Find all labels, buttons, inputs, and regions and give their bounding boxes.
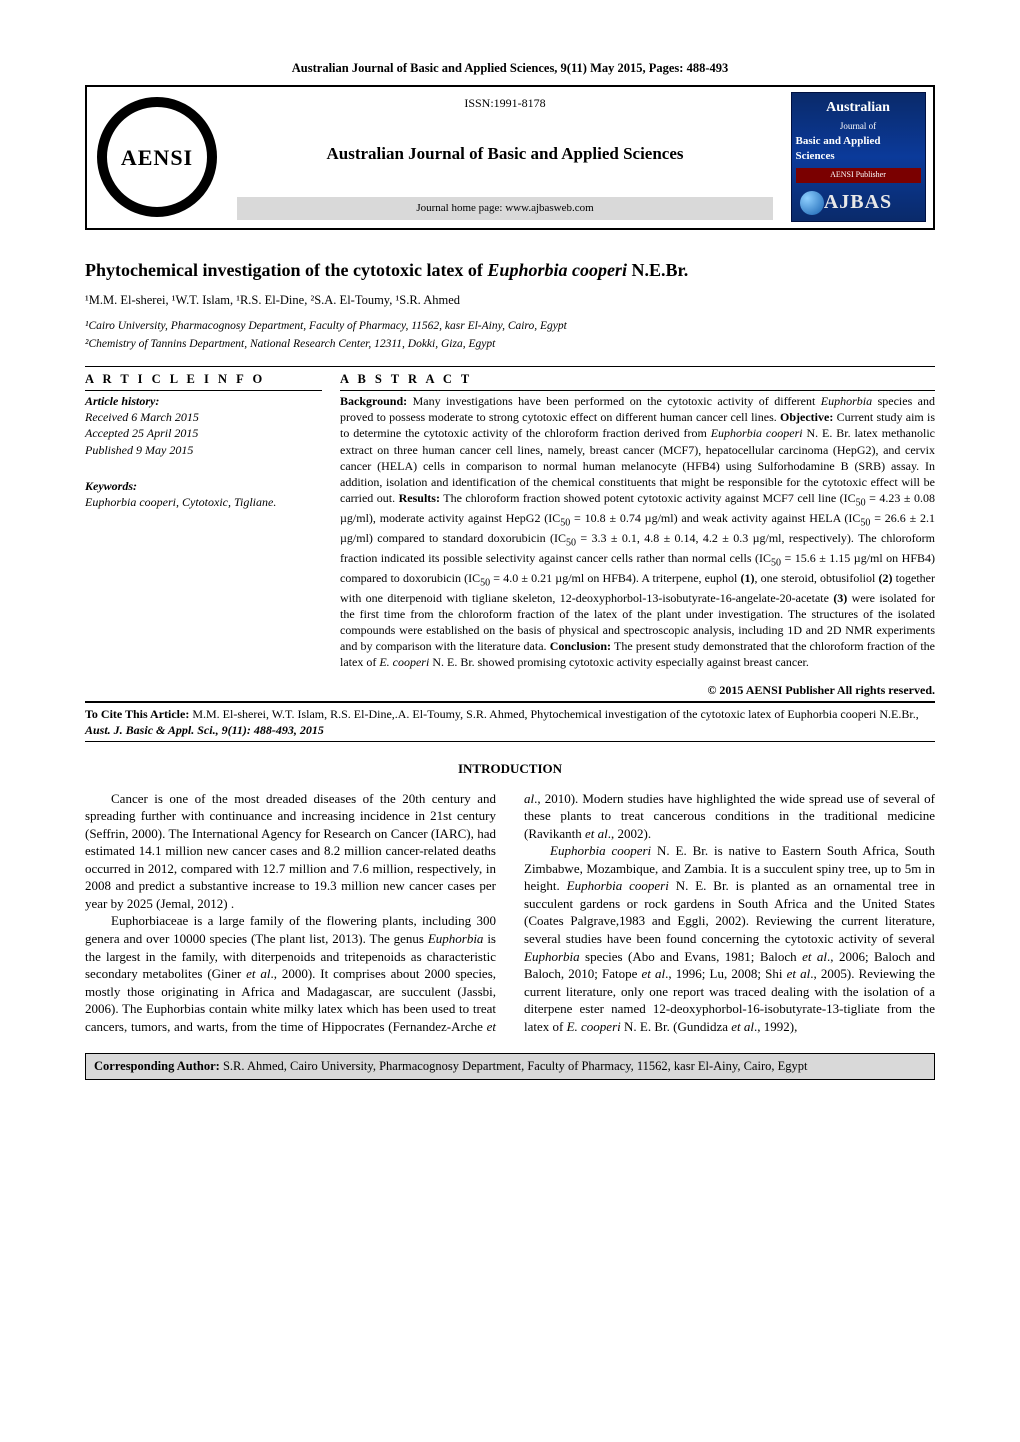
journal-cover: Australian Journal of Basic and Applied …	[783, 87, 933, 228]
cite-lead: To Cite This Article:	[85, 707, 192, 721]
title-pre: Phytochemical investigation of the cytot…	[85, 260, 487, 280]
title-species: Euphorbia cooperi	[487, 260, 627, 280]
article-info-head: A R T I C L E I N F O	[85, 371, 322, 391]
header-center: ISSN:1991-8178 Australian Journal of Bas…	[227, 87, 783, 228]
history-received: Received 6 March 2015	[85, 409, 322, 425]
cover-band: AENSI Publisher	[796, 168, 921, 183]
title-post: N.E.Br.	[627, 260, 688, 280]
intro-p3: Euphorbia cooperi N. E. Br. is native to…	[524, 842, 935, 1035]
citation-box: To Cite This Article: M.M. El-sherei, W.…	[85, 702, 935, 742]
journal-header: AENSI ISSN:1991-8178 Australian Journal …	[85, 85, 935, 230]
publisher-logo: AENSI	[87, 87, 227, 228]
cite-body: M.M. El-sherei, W.T. Islam, R.S. El-Dine…	[192, 707, 918, 721]
abstract-body: Background: Many investigations have bee…	[340, 393, 935, 671]
top-citation: Australian Journal of Basic and Applied …	[85, 60, 935, 77]
authors: ¹M.M. El-sherei, ¹W.T. Islam, ¹R.S. El-D…	[85, 292, 935, 309]
article-info-column: A R T I C L E I N F O Article history: R…	[85, 367, 340, 670]
cover-line1: Australian	[826, 99, 890, 118]
affiliation-2: ²Chemistry of Tannins Department, Nation…	[85, 337, 935, 353]
journal-title: Australian Journal of Basic and Applied …	[326, 143, 683, 166]
cover-line3: Basic and Applied Sciences	[796, 134, 921, 164]
cover-ajbas: AJBAS	[824, 189, 892, 216]
affiliation-1: ¹Cairo University, Pharmacognosy Departm…	[85, 319, 935, 335]
abstract-head: A B S T R A C T	[340, 371, 935, 391]
copyright: © 2015 AENSI Publisher All rights reserv…	[85, 682, 935, 701]
intro-body: Cancer is one of the most dreaded diseas…	[85, 790, 935, 1036]
keywords-body: Euphorbia cooperi, Cytotoxic, Tigliane.	[85, 494, 322, 510]
history-accepted: Accepted 25 April 2015	[85, 425, 322, 441]
cite-ital: Aust. J. Basic & Appl. Sci., 9(11): 488-…	[85, 723, 324, 737]
abstract-column: A B S T R A C T Background: Many investi…	[340, 367, 935, 670]
corresponding-author: Corresponding Author: S.R. Ahmed, Cairo …	[85, 1053, 935, 1080]
issn: ISSN:1991-8178	[464, 95, 545, 111]
globe-icon	[800, 191, 824, 215]
keywords-label: Keywords:	[85, 478, 322, 494]
cover-line2: Journal of	[840, 120, 876, 132]
history-label: Article history:	[85, 393, 322, 409]
homepage-link: Journal home page: www.ajbasweb.com	[237, 197, 773, 220]
intro-heading: INTRODUCTION	[85, 760, 935, 778]
footer-body: S.R. Ahmed, Cairo University, Pharmacogn…	[223, 1059, 808, 1073]
aensi-logo-text: AENSI	[97, 97, 217, 217]
history-published: Published 9 May 2015	[85, 442, 322, 458]
footer-lead: Corresponding Author:	[94, 1059, 223, 1073]
intro-p1: Cancer is one of the most dreaded diseas…	[85, 790, 496, 913]
article-title: Phytochemical investigation of the cytot…	[85, 258, 935, 282]
